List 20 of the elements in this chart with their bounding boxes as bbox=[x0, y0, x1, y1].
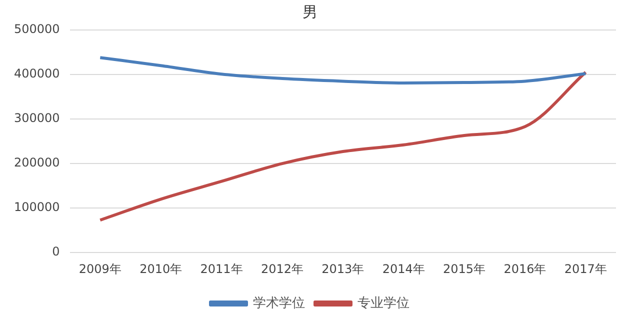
y-tick-label: 500000 bbox=[14, 22, 60, 36]
legend-label: 专业学位 bbox=[358, 296, 410, 311]
x-tick-label: 2015年 bbox=[443, 262, 486, 276]
line-series bbox=[98, 70, 588, 222]
y-tick-label: 400000 bbox=[14, 66, 60, 81]
line-series bbox=[98, 56, 588, 84]
x-tick-label: 2012年 bbox=[260, 262, 304, 276]
legend-label: 学术学位 bbox=[253, 296, 305, 311]
chart-title: 男 bbox=[302, 2, 318, 21]
x-tick-label: 2016年 bbox=[504, 262, 546, 276]
x-tick-label: 2011年 bbox=[200, 262, 243, 276]
x-tick-label: 2014年 bbox=[382, 262, 425, 276]
y-tick-label: 100000 bbox=[14, 200, 60, 214]
x-tick-label: 2009年 bbox=[78, 262, 122, 276]
x-tick-label: 2017年 bbox=[564, 262, 607, 276]
y-tick-label: 0 bbox=[52, 244, 60, 259]
y-tick-label: 200000 bbox=[14, 156, 60, 170]
x-tick-label: 2013年 bbox=[322, 262, 364, 276]
y-tick-label: 300000 bbox=[14, 111, 60, 126]
x-tick-label: 2010年 bbox=[140, 262, 182, 276]
